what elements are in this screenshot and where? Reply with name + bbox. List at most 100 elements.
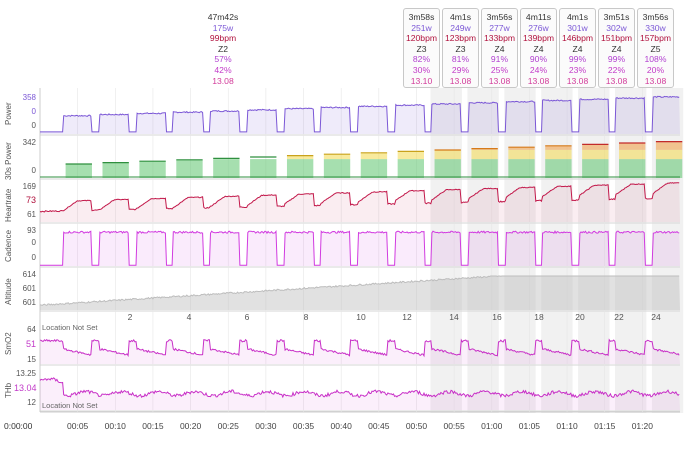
thb-location-note: Location Not Set xyxy=(42,401,98,410)
interval-power: 249w xyxy=(450,22,471,33)
interval-speed: 13.08 xyxy=(566,75,589,86)
selection-summary: 47m42s 175w 99bpm Z2 57% 42% 13.08 xyxy=(168,12,278,86)
interval-heartrate: 151bpm xyxy=(600,33,633,44)
power-max-tick: 358 xyxy=(22,93,36,102)
series-layer xyxy=(39,95,683,410)
summary-hr-pct: 42% xyxy=(214,64,232,75)
interval-stats-7[interactable]: 3m56s 330w 157bpm Z5 108% 20% 13.08 xyxy=(637,8,674,88)
altitude-series-area xyxy=(40,276,680,310)
interval-power-pct: 99% xyxy=(607,54,626,65)
smo2-max-tick: 64 xyxy=(27,325,36,334)
interval-highlight[interactable] xyxy=(615,88,647,413)
thb-max-tick: 13.25 xyxy=(15,369,36,378)
power30-zone-block xyxy=(213,159,240,178)
power30-zone-block xyxy=(176,159,203,178)
power30-zone-block xyxy=(286,159,314,178)
interval-speed: 13.10 xyxy=(410,75,433,86)
interval-power-pct: 81% xyxy=(451,54,470,65)
smo2-series-line xyxy=(39,338,680,358)
thb-series-line xyxy=(39,377,680,399)
interval-speed: 13.08 xyxy=(605,75,628,86)
interval-zone: Z4 xyxy=(611,43,622,54)
interval-duration: 3m58s xyxy=(408,12,435,22)
interval-speed: 13.08 xyxy=(449,75,472,86)
power-series-area xyxy=(40,96,680,134)
power30-zone-block xyxy=(323,154,351,160)
cadence-min-tick: 0 xyxy=(31,253,36,262)
time-axis-label: 01:20 xyxy=(631,421,653,431)
interval-stats-3[interactable]: 3m56s 277w 133bpm Z4 91% 25% 13.08 xyxy=(481,8,518,88)
interval-heartrate: 120bpm xyxy=(405,33,438,44)
interval-hr-pct: 30% xyxy=(412,64,431,75)
interval-power: 302w xyxy=(606,22,627,33)
power30-zone-block xyxy=(545,149,572,160)
interval-stats-5[interactable]: 4m1s 301w 146bpm Z4 99% 23% 13.08 xyxy=(559,8,596,88)
time-axis-label: 00:45 xyxy=(368,421,390,431)
power-min-tick: 0 xyxy=(31,121,36,130)
smo2-series-area xyxy=(40,339,680,364)
hr-current-tick: 73 xyxy=(25,195,36,205)
distance-tick: 4 xyxy=(186,312,192,322)
interval-power-pct: 82% xyxy=(412,54,431,65)
time-axis-label: 00:55 xyxy=(443,421,465,431)
power30-zone-block xyxy=(582,149,609,160)
power30-zone-block xyxy=(397,151,424,160)
interval-highlight[interactable] xyxy=(430,88,462,413)
interval-speed: 13.08 xyxy=(488,75,511,86)
power30-zone-block xyxy=(582,159,609,178)
summary-power: 175w xyxy=(212,22,234,33)
interval-power-pct: 90% xyxy=(529,54,548,65)
altitude-series-line xyxy=(39,275,680,307)
interval-power: 276w xyxy=(528,22,549,33)
grid-lines xyxy=(39,88,680,413)
cadence-series-area xyxy=(40,231,680,266)
power30-zone-block xyxy=(619,149,646,160)
thb-min-tick: 12 xyxy=(27,398,36,407)
power30-zone-block xyxy=(102,162,129,178)
distance-tick: 14 xyxy=(449,312,459,322)
altitude-axis-label: Altitude xyxy=(4,278,13,305)
interval-zone: Z4 xyxy=(533,43,544,54)
thb-series-area xyxy=(40,377,680,410)
power30-zone-block xyxy=(434,159,461,178)
interval-heartrate: 139bpm xyxy=(522,33,555,44)
interval-zone: Z5 xyxy=(650,43,661,54)
time-axis-label: 00:10 xyxy=(104,421,126,431)
interval-power-pct: 91% xyxy=(490,54,509,65)
time-axis-label: 00:20 xyxy=(179,421,202,431)
interval-duration: 4m1s xyxy=(449,12,471,22)
power30-zone-block xyxy=(655,159,683,178)
summary-heartrate: 99bpm xyxy=(209,33,237,44)
time-axis-label: 00:35 xyxy=(292,421,315,431)
interval-zone: Z4 xyxy=(572,43,583,54)
power30-zone-block xyxy=(397,159,424,178)
interval-hr-pct: 29% xyxy=(451,64,470,75)
time-axis-label: 00:25 xyxy=(217,421,239,431)
thb-current-tick: 13.04 xyxy=(14,383,37,393)
hr-max-tick: 169 xyxy=(22,182,36,191)
interval-highlight[interactable] xyxy=(504,88,536,413)
interval-stats-1[interactable]: 3m58s 251w 120bpm Z3 82% 30% 13.10 xyxy=(403,8,440,88)
power-axis-label: Power xyxy=(4,102,13,125)
power30-zone-block xyxy=(360,152,388,160)
power30-zone-block xyxy=(471,148,498,150)
power30-zone-block xyxy=(619,143,646,150)
altitude-mid-tick: 601 xyxy=(22,284,36,293)
interval-stats-4[interactable]: 4m11s 276w 139bpm Z4 90% 24% 13.08 xyxy=(520,8,557,88)
power30-zone-block xyxy=(655,142,683,150)
interval-power: 251w xyxy=(411,22,432,33)
power30-zone-block xyxy=(434,150,461,160)
heartrate-series-area xyxy=(40,182,680,222)
smo2-axis-label: SmO2 xyxy=(4,332,13,355)
time-axis-label: 01:00 xyxy=(481,421,503,431)
interval-stats-6[interactable]: 3m51s 302w 151bpm Z4 99% 22% 13.08 xyxy=(598,8,635,88)
interval-highlight[interactable] xyxy=(467,88,499,413)
interval-highlight[interactable] xyxy=(578,88,610,413)
interval-stats-2[interactable]: 4m1s 249w 123bpm Z3 81% 29% 13.08 xyxy=(442,8,479,88)
power30-zone-block xyxy=(471,149,498,160)
time-axis-label: 00:40 xyxy=(330,421,352,431)
power30-zone-block xyxy=(139,161,166,178)
distance-tick: 24 xyxy=(651,312,661,322)
